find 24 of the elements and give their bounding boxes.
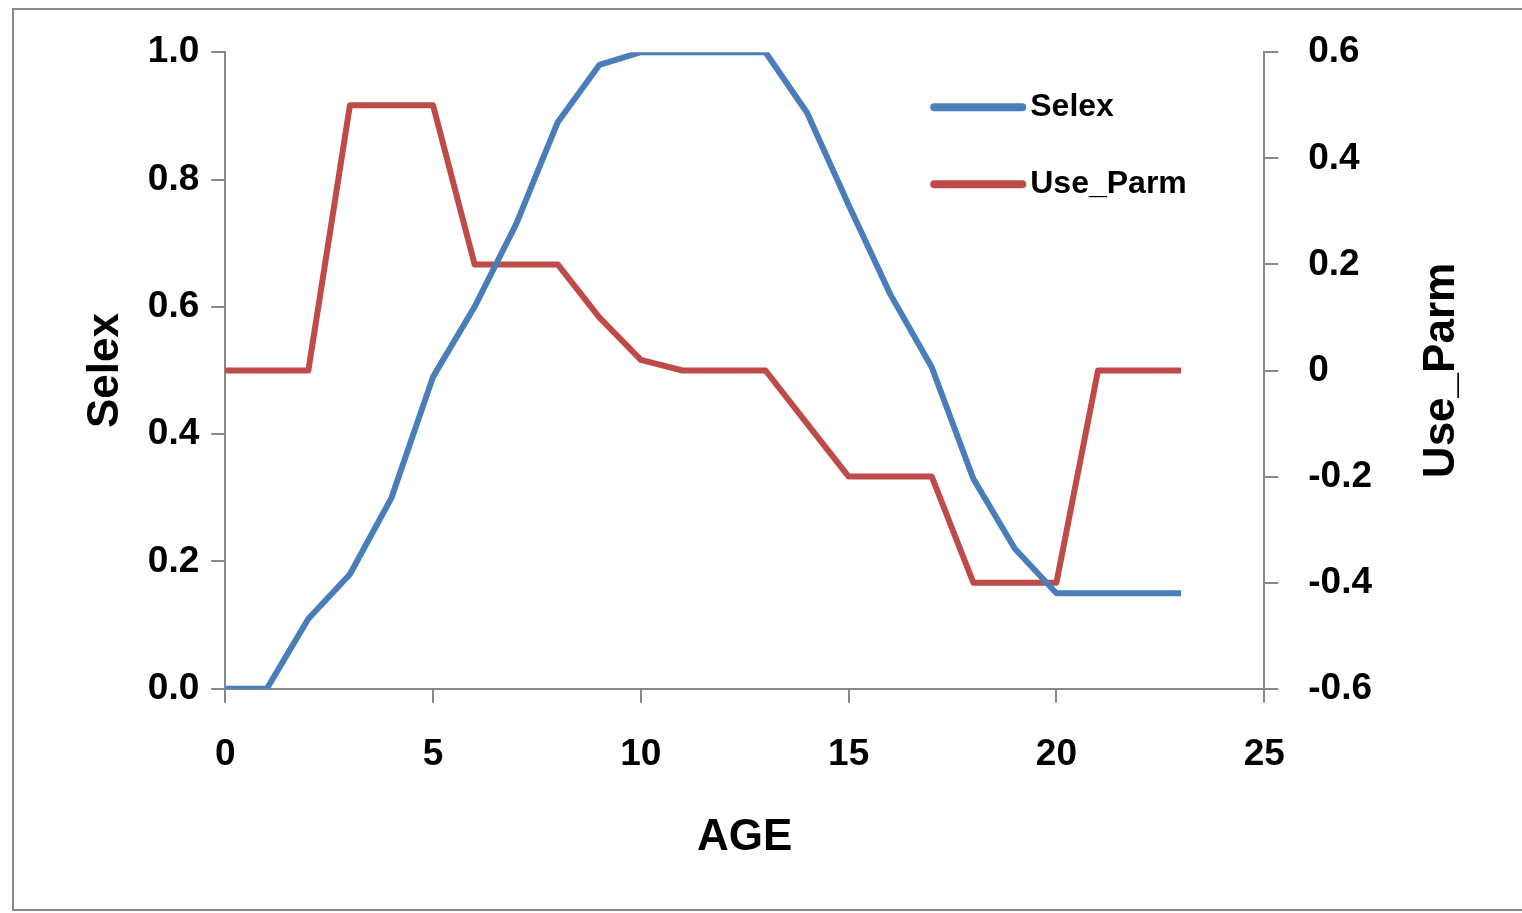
x-tick-label: 0 — [214, 732, 236, 774]
x-tick-label: 15 — [828, 732, 870, 774]
x-tick-label: 25 — [1243, 732, 1285, 774]
legend-label: Selex — [1030, 87, 1115, 124]
y2-tick-label: -0.6 — [1308, 666, 1373, 707]
y-tick-label: 0.2 — [147, 538, 200, 580]
x-axis-title: AGE — [697, 809, 793, 859]
y-axis-title: Selex — [77, 312, 127, 428]
y2-tick-label: 0.6 — [1308, 29, 1360, 71]
y2-tick-label: 0.2 — [1308, 241, 1360, 283]
y2-tick-label: 0 — [1308, 347, 1329, 389]
y-tick-label: 1.0 — [147, 29, 200, 71]
y2-axis-title: Use_Parm — [1414, 262, 1464, 479]
y2-tick-label: -0.4 — [1308, 559, 1373, 601]
x-tick-label: 20 — [1035, 732, 1078, 774]
x-tick-label: 10 — [620, 732, 662, 774]
x-tick-label: 5 — [422, 732, 444, 774]
y2-tick-label: -0.2 — [1308, 453, 1373, 495]
y-tick-label: 0.8 — [147, 156, 200, 198]
y-tick-label: 0.6 — [147, 284, 200, 326]
y-tick-label: 0.4 — [147, 411, 200, 453]
legend-label: Use_Parm — [1030, 164, 1187, 201]
y2-tick-label: 0.4 — [1308, 135, 1361, 177]
y-tick-label: 0.0 — [147, 666, 200, 707]
